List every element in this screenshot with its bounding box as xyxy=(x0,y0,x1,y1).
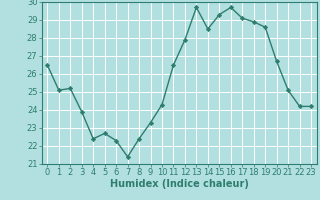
X-axis label: Humidex (Indice chaleur): Humidex (Indice chaleur) xyxy=(110,179,249,189)
